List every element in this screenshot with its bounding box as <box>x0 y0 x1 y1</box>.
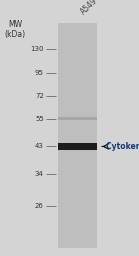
Text: 55: 55 <box>35 116 44 122</box>
Bar <box>58 23 97 248</box>
Text: 130: 130 <box>30 46 44 52</box>
Bar <box>58 117 97 120</box>
Text: Cytokeratin 18: Cytokeratin 18 <box>106 142 139 151</box>
Text: 95: 95 <box>35 70 44 76</box>
Text: 26: 26 <box>35 203 44 209</box>
Text: A549: A549 <box>79 0 99 17</box>
Text: MW
(kDa): MW (kDa) <box>5 20 26 39</box>
Text: 34: 34 <box>35 171 44 177</box>
Text: 72: 72 <box>35 93 44 99</box>
Text: 43: 43 <box>35 143 44 150</box>
Bar <box>58 143 97 150</box>
